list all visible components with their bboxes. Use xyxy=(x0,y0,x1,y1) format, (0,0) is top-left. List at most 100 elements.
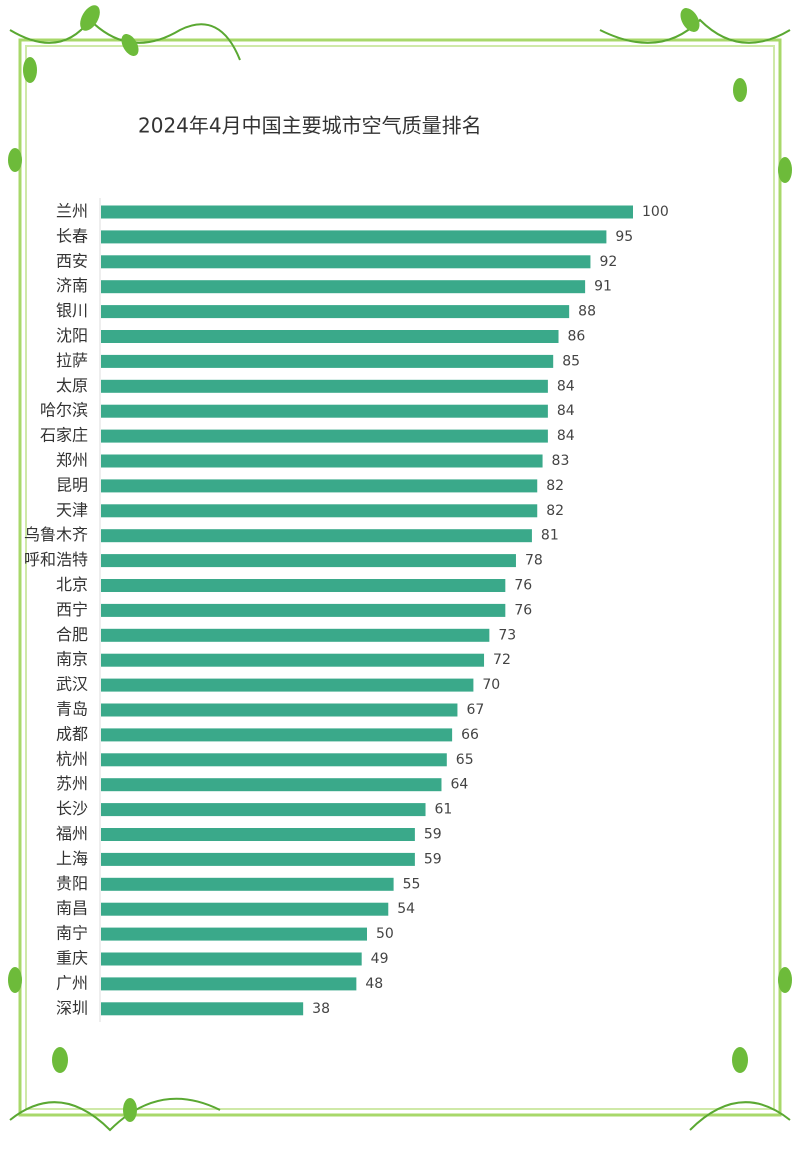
category-label: 长春 xyxy=(56,226,88,245)
value-label: 78 xyxy=(525,553,543,569)
leaves xyxy=(8,5,792,1122)
category-label: 西安 xyxy=(56,251,88,270)
category-label: 武汉 xyxy=(56,675,88,694)
bar xyxy=(101,379,548,393)
category-label: 兰州 xyxy=(56,202,88,221)
value-label: 38 xyxy=(312,1001,330,1017)
bar xyxy=(101,927,367,941)
bar xyxy=(101,877,394,891)
leaf xyxy=(80,5,100,31)
category-label: 贵阳 xyxy=(56,874,88,893)
category-label: 青岛 xyxy=(56,700,88,719)
value-label: 92 xyxy=(599,254,617,270)
bar xyxy=(101,753,447,767)
leaf xyxy=(733,78,747,102)
category-label: 长沙 xyxy=(56,799,88,818)
frame xyxy=(9,18,791,1132)
category-label: 北京 xyxy=(56,575,88,594)
value-label: 67 xyxy=(466,702,484,718)
category-label: 成都 xyxy=(56,724,88,743)
value-label: 61 xyxy=(435,802,453,818)
vine xyxy=(689,1101,791,1131)
bar xyxy=(101,330,559,343)
bar xyxy=(101,653,485,667)
bar xyxy=(101,305,570,319)
leaf xyxy=(23,57,37,83)
leaf xyxy=(680,8,700,32)
value-label: 72 xyxy=(493,652,511,668)
bar xyxy=(101,902,389,916)
category-label: 天津 xyxy=(56,500,88,519)
value-label: 64 xyxy=(450,777,468,793)
bar xyxy=(101,628,490,642)
category-label: 呼和浩特 xyxy=(24,550,88,569)
category-label: 重庆 xyxy=(56,949,88,968)
value-label: 49 xyxy=(371,951,389,967)
vine xyxy=(599,18,791,44)
category-label: 银川 xyxy=(56,301,88,320)
bar xyxy=(101,952,362,966)
category-label: 福州 xyxy=(56,824,88,843)
value-label: 50 xyxy=(376,926,394,942)
category-label: 石家庄 xyxy=(40,426,88,445)
bar xyxy=(101,828,415,841)
value-label: 66 xyxy=(461,727,479,743)
category-label: 合肥 xyxy=(56,625,88,644)
border xyxy=(18,38,782,1117)
value-label: 100 xyxy=(642,204,669,220)
value-label: 55 xyxy=(403,876,421,892)
category-label: 南宁 xyxy=(56,924,88,943)
category-label: 济南 xyxy=(56,276,88,295)
category-label: 深圳 xyxy=(56,998,88,1017)
leaf xyxy=(8,148,22,172)
value-label: 81 xyxy=(541,528,559,544)
bar xyxy=(101,280,586,294)
category-label: 苏州 xyxy=(56,774,88,793)
category-label: 杭州 xyxy=(56,749,88,768)
bar xyxy=(101,255,591,269)
border-inner xyxy=(25,45,775,1110)
value-label: 73 xyxy=(498,627,516,643)
category-label: 沈阳 xyxy=(56,326,88,345)
value-label: 86 xyxy=(568,329,586,345)
value-label: 82 xyxy=(546,478,564,494)
value-label: 65 xyxy=(456,752,474,768)
value-label: 76 xyxy=(514,602,532,618)
value-label: 84 xyxy=(557,428,575,444)
bar xyxy=(101,1002,304,1016)
value-label: 70 xyxy=(482,677,500,693)
leaf xyxy=(732,1047,748,1073)
category-label: 上海 xyxy=(56,849,88,868)
bar xyxy=(101,454,543,468)
bar xyxy=(101,479,538,493)
bar xyxy=(101,852,415,866)
bar xyxy=(101,703,458,717)
leaf xyxy=(123,1098,137,1122)
category-label: 南昌 xyxy=(56,899,88,918)
bar xyxy=(101,603,506,617)
value-label: 84 xyxy=(557,403,575,419)
bar xyxy=(101,778,442,792)
bar xyxy=(101,728,453,742)
bar xyxy=(101,230,607,244)
bar xyxy=(101,977,357,991)
bar xyxy=(101,429,548,443)
bar xyxy=(101,205,633,219)
leaf xyxy=(8,967,22,993)
value-label: 84 xyxy=(557,378,575,394)
bar xyxy=(101,354,554,368)
bar xyxy=(101,579,506,592)
category-label: 昆明 xyxy=(56,475,88,494)
bar xyxy=(101,404,548,418)
value-label: 83 xyxy=(552,453,570,469)
bar xyxy=(101,504,538,518)
value-label: 48 xyxy=(365,976,383,992)
value-label: 91 xyxy=(594,279,612,295)
leaf xyxy=(778,967,792,993)
vine xyxy=(9,1097,221,1132)
chart-title: 2024年4月中国主要城市空气质量排名 xyxy=(138,114,482,138)
value-label: 85 xyxy=(562,353,580,369)
value-label: 59 xyxy=(424,851,442,867)
category-label: 广州 xyxy=(56,973,88,992)
value-label: 59 xyxy=(424,827,442,843)
